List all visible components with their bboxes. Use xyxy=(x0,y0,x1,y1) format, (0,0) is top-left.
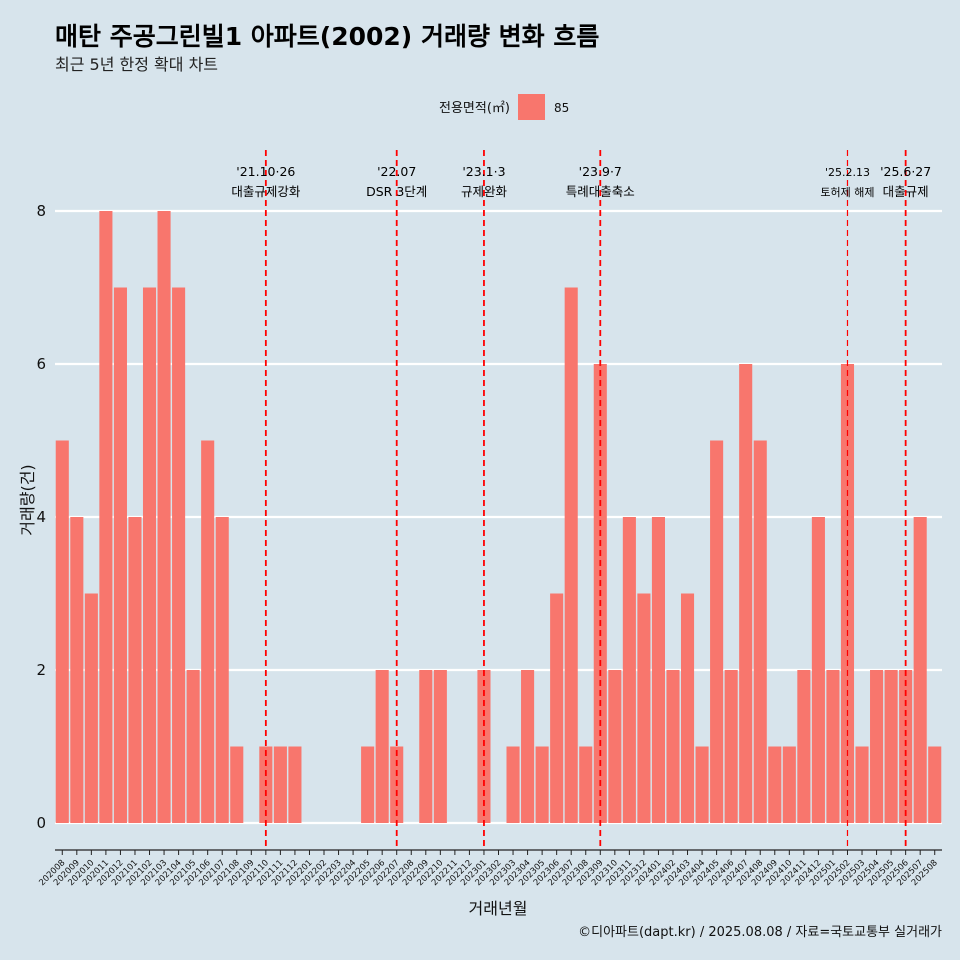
legend: 전용면적(㎡) 85 xyxy=(439,94,569,120)
bar-202407 xyxy=(739,364,753,823)
bar-202406 xyxy=(724,670,738,823)
bar-202103 xyxy=(157,211,171,823)
y-tick-label: 2 xyxy=(36,661,46,679)
bar-202104 xyxy=(172,287,186,823)
event-date-label: '23.9·7 xyxy=(579,164,622,179)
legend-title: 전용면적(㎡) xyxy=(439,101,510,116)
bar-202408 xyxy=(753,440,767,823)
bar-202010 xyxy=(84,593,98,823)
bar-202009 xyxy=(70,517,84,823)
y-tick-label: 0 xyxy=(36,814,46,832)
bars xyxy=(55,211,942,823)
event-label: 토허제 해제 xyxy=(820,185,874,199)
bar-202105 xyxy=(186,670,200,823)
event-label: DSR 3단계 xyxy=(366,184,427,199)
event-label: 대출규제 xyxy=(883,184,929,199)
y-tick-label: 4 xyxy=(36,508,46,526)
bar-202410 xyxy=(782,746,796,823)
event-date-label: '22.07 xyxy=(377,164,416,179)
bar-202209 xyxy=(419,670,433,823)
bar-202405 xyxy=(710,440,724,823)
bar-202411 xyxy=(797,670,811,823)
bar-202401 xyxy=(651,517,665,823)
bar-202402 xyxy=(666,670,680,823)
bar-202305 xyxy=(535,746,549,823)
legend-swatch-85 xyxy=(518,94,545,120)
x-axis-title: 거래년월 xyxy=(469,899,528,918)
bar-202501 xyxy=(826,670,840,823)
bar-202312 xyxy=(637,593,651,823)
bar-202504 xyxy=(870,670,884,823)
bar-202008 xyxy=(55,440,69,823)
bar-202311 xyxy=(622,517,636,823)
bar-202205 xyxy=(361,746,375,823)
event-date-label: '25.2.13 xyxy=(825,166,870,179)
event-date-label: '23.1·3 xyxy=(462,164,505,179)
bar-202303 xyxy=(506,746,520,823)
bar-202306 xyxy=(550,593,564,823)
bar-202101 xyxy=(128,517,142,823)
bar-202112 xyxy=(288,746,302,823)
chart-caption: ©디아파트(dapt.kr) / 2025.08.08 / 자료=국토교통부 실… xyxy=(578,925,942,940)
bar-202503 xyxy=(855,746,869,823)
bar-202301 xyxy=(477,670,491,823)
bar-202206 xyxy=(375,670,389,823)
bar-202102 xyxy=(142,287,157,823)
bar-202505 xyxy=(884,670,898,823)
event-lines: '21.10·26 대출규제강화 '22.07 DSR 3단계 '23.1·3 규제완화 '… xyxy=(231,150,931,850)
y-tick-label: 6 xyxy=(36,355,46,373)
bar-202403 xyxy=(680,593,695,823)
x-axis: 2020082020092020102020112020122021012021… xyxy=(37,849,942,888)
event-label: 대출규제강화 xyxy=(231,184,301,199)
bar-202506 xyxy=(899,670,913,823)
bar-202307 xyxy=(564,287,578,823)
bar-202409 xyxy=(768,746,782,823)
bar-202012 xyxy=(113,287,127,823)
bar-202412 xyxy=(811,517,825,823)
chart-subtitle: 최근 5년 한정 확대 차트 xyxy=(55,55,218,74)
bar-202304 xyxy=(521,670,535,823)
bar-202310 xyxy=(608,670,622,823)
legend-label-85: 85 xyxy=(554,101,569,115)
bar-202107 xyxy=(215,517,229,823)
bar-202404 xyxy=(695,746,709,823)
y-axis-ticks: 0 2 4 6 8 xyxy=(36,202,46,832)
bar-202210 xyxy=(433,670,447,823)
event-date-label: '21.10·26 xyxy=(236,164,295,179)
bar-202111 xyxy=(273,746,287,823)
y-axis-title: 거래량(건) xyxy=(18,464,37,535)
bar-202308 xyxy=(579,746,593,823)
event-label: 특례대출축소 xyxy=(566,184,635,199)
bar-202106 xyxy=(201,440,215,823)
event-label: 규제완화 xyxy=(461,184,508,199)
y-tick-label: 8 xyxy=(36,202,46,220)
bar-202011 xyxy=(99,211,113,823)
bar-202507 xyxy=(913,517,927,823)
event-date-label: '25.6·27 xyxy=(880,164,931,179)
bar-202508 xyxy=(928,746,942,823)
bar-202108 xyxy=(230,746,244,823)
chart-title: 매탄 주공그린빌1 아파트(2002) 거래량 변화 흐름 xyxy=(55,22,599,51)
